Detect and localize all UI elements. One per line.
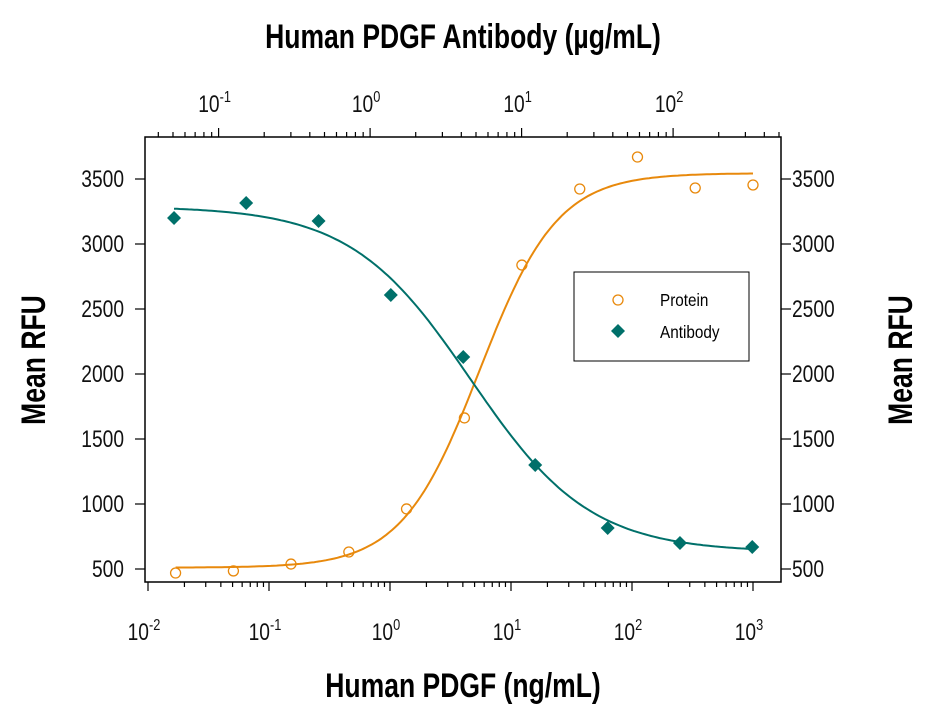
protein-point	[689, 182, 701, 194]
top-x-tick-label: 10-1	[198, 89, 231, 118]
tick-base: 10	[372, 618, 393, 646]
tick-base: 10	[493, 618, 514, 646]
data-points	[167, 151, 760, 579]
tick-base: 10	[503, 90, 524, 118]
antibody-point	[745, 540, 760, 555]
y-tick-label-right: 2500	[792, 295, 835, 323]
y-tick-label-right: 3000	[792, 230, 835, 258]
tick-base: 10	[735, 618, 756, 646]
antibody-point	[672, 536, 687, 550]
y-tick-label: 3500	[81, 165, 124, 193]
protein-point	[574, 183, 586, 195]
legend-antibody-label: Antibody	[660, 322, 720, 342]
protein-point	[227, 565, 240, 577]
antibody-point	[528, 458, 543, 472]
top-x-tick-label: 100	[352, 89, 380, 118]
antibody-point	[311, 213, 326, 228]
tick-exponent: 2	[635, 617, 642, 635]
y-tick-label-right: 2000	[792, 360, 835, 388]
y-tick-label-right: 3500	[792, 165, 835, 193]
antibody-point	[600, 521, 615, 536]
tick-exponent: 2	[676, 89, 683, 107]
y-axis-title-right: Mean RFU	[882, 295, 920, 425]
x-tick-label: 10-1	[249, 617, 282, 646]
tick-base: 10	[198, 90, 219, 118]
protein-point	[631, 151, 644, 163]
tick-exponent: 3	[756, 617, 763, 635]
protein-point	[400, 503, 413, 515]
top-x-tick-label: 101	[503, 89, 531, 118]
top-x-tick-label: 102	[655, 89, 683, 118]
fit-curve-protein	[175, 172, 753, 569]
tick-base: 10	[249, 618, 270, 646]
x-tick-label: 101	[493, 617, 521, 646]
x-tick-label: 100	[372, 617, 400, 646]
antibody-point	[383, 287, 398, 302]
y-tick-label: 1500	[81, 425, 124, 453]
y-tick-label-right: 1500	[792, 425, 835, 453]
antibody-point	[456, 349, 471, 364]
protein-point	[343, 546, 355, 558]
antibody-point	[167, 211, 182, 225]
x-axis-title: Human PDGF (ng/mL)	[325, 667, 600, 705]
y-axis-title-left: Mean RFU	[15, 295, 53, 425]
protein-point	[169, 567, 182, 579]
protein-point	[285, 558, 297, 570]
protein-point	[458, 412, 471, 424]
tick-base: 10	[614, 618, 635, 646]
tick-exponent: 0	[393, 617, 400, 635]
legend-antibody-marker	[611, 324, 625, 338]
top-axis-title: Human PDGF Antibody (µg/mL)	[265, 18, 661, 56]
legend-protein-marker	[612, 294, 624, 306]
tick-exponent: -2	[149, 617, 160, 635]
legend-box	[573, 271, 750, 362]
x-tick-label: 10-2	[128, 617, 161, 646]
legend-protein-label: Protein	[660, 290, 708, 310]
y-tick-label: 2000	[81, 360, 124, 388]
tick-exponent: 1	[525, 89, 532, 107]
tick-base: 10	[352, 90, 373, 118]
protein-point	[516, 259, 528, 271]
tick-exponent: -1	[270, 617, 281, 635]
tick-exponent: 1	[514, 617, 521, 635]
antibody-point	[239, 196, 254, 211]
y-tick-label-right: 500	[792, 555, 824, 583]
tick-exponent: -1	[220, 89, 231, 107]
y-tick-label: 2500	[81, 295, 124, 323]
y-tick-label: 500	[92, 555, 124, 583]
x-tick-label: 102	[614, 617, 642, 646]
protein-point	[747, 179, 759, 191]
tick-base: 10	[128, 618, 149, 646]
legend: Protein Antibody	[573, 271, 750, 362]
y-tick-label-right: 1000	[792, 490, 835, 518]
fit-curve-antibody	[173, 207, 753, 550]
y-tick-label: 1000	[81, 490, 124, 518]
tick-base: 10	[655, 90, 676, 118]
y-tick-label: 3000	[81, 230, 124, 258]
tick-exponent: 0	[373, 89, 380, 107]
fit-curves	[173, 172, 753, 569]
x-tick-label: 103	[735, 617, 763, 646]
